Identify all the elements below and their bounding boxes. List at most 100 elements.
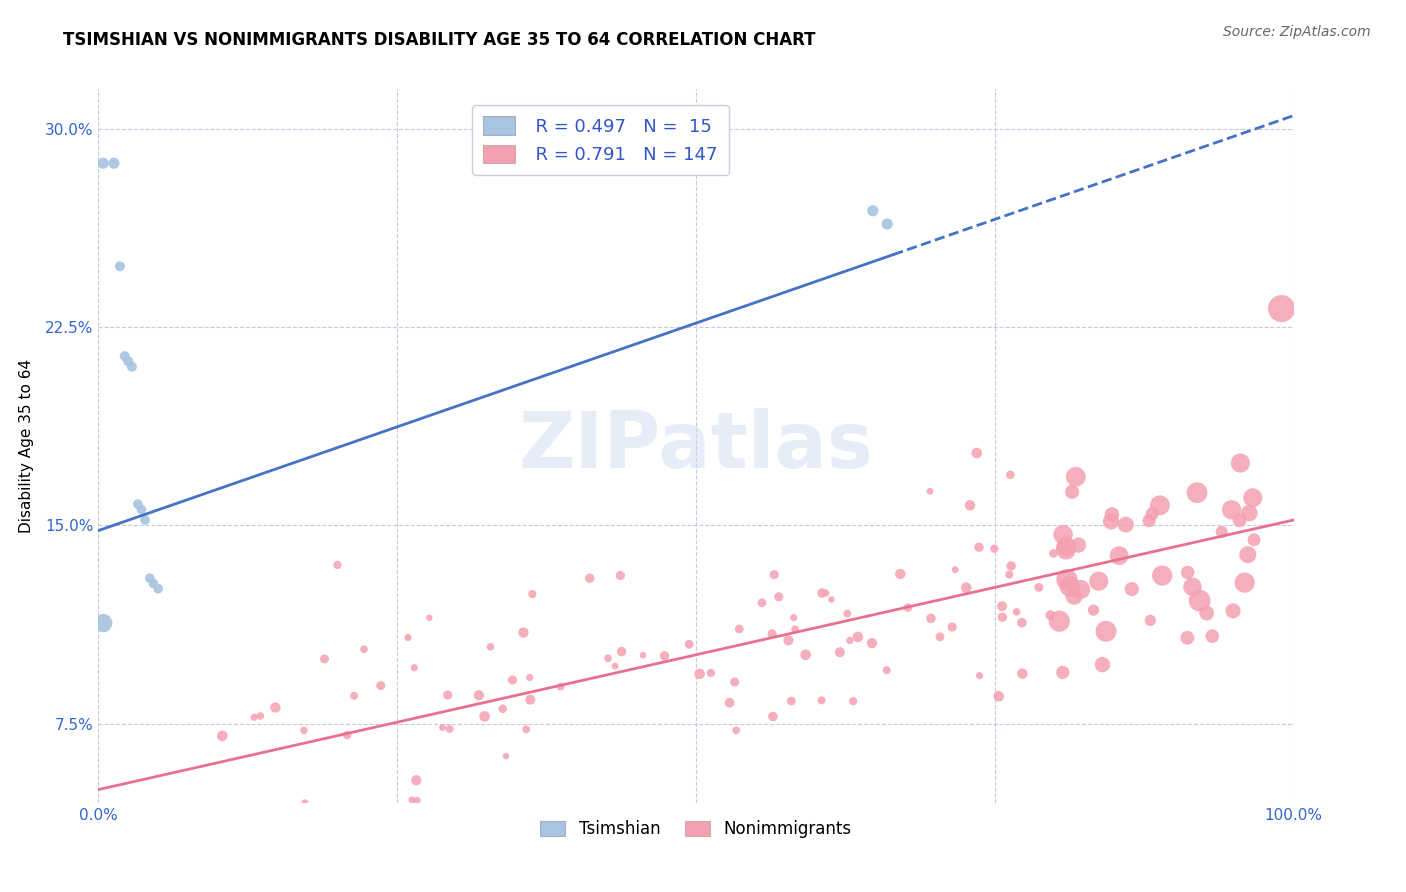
Point [846, 630, 869, 644]
Point [139, 571, 162, 585]
Point [768, 590, 790, 604]
Point [1115, 517, 1137, 532]
Point [648, 801, 672, 815]
Point [1011, 666, 1033, 681]
Point [326, 558, 349, 572]
Point [1220, 502, 1243, 516]
Point [780, 694, 803, 708]
Point [991, 610, 1014, 624]
Point [1121, 582, 1143, 596]
Point [1056, 573, 1078, 587]
Point [596, 651, 619, 665]
Point [519, 692, 541, 706]
Point [370, 679, 392, 693]
Point [314, 652, 336, 666]
Point [336, 728, 359, 742]
Point [1181, 580, 1204, 594]
Point [876, 217, 898, 231]
Point [142, 576, 165, 591]
Point [479, 640, 502, 654]
Text: ZIPatlas: ZIPatlas [519, 408, 873, 484]
Y-axis label: Disability Age 35 to 64: Disability Age 35 to 64 [18, 359, 34, 533]
Point [522, 587, 544, 601]
Point [470, 805, 492, 819]
Point [603, 659, 626, 673]
Point [1042, 546, 1064, 560]
Point [1060, 484, 1083, 499]
Point [127, 497, 149, 511]
Point [700, 665, 723, 680]
Point [1201, 629, 1223, 643]
Point [401, 793, 423, 807]
Point [751, 596, 773, 610]
Point [1233, 575, 1256, 590]
Point [550, 680, 572, 694]
Point [631, 648, 654, 663]
Point [1239, 506, 1261, 520]
Point [294, 796, 316, 810]
Point [519, 671, 541, 685]
Point [1095, 624, 1118, 639]
Point [1241, 491, 1264, 505]
Point [1137, 514, 1160, 528]
Point [811, 586, 834, 600]
Point [91, 616, 114, 631]
Point [718, 696, 741, 710]
Point [610, 644, 633, 658]
Point [1005, 605, 1028, 619]
Point [918, 484, 941, 499]
Point [1070, 582, 1092, 597]
Point [969, 668, 991, 682]
Point [1243, 533, 1265, 547]
Point [810, 693, 832, 707]
Point [609, 568, 631, 582]
Point [1139, 614, 1161, 628]
Point [512, 625, 534, 640]
Text: TSIMSHIAN VS NONIMMIGRANTS DISABILITY AGE 35 TO 64 CORRELATION CHART: TSIMSHIAN VS NONIMMIGRANTS DISABILITY AG… [63, 31, 815, 49]
Point [405, 773, 427, 788]
Point [842, 694, 865, 708]
Point [1229, 456, 1251, 470]
Point [406, 793, 429, 807]
Point [468, 688, 491, 702]
Point [1054, 540, 1077, 554]
Point [1054, 542, 1077, 557]
Point [782, 610, 804, 624]
Point [515, 723, 537, 737]
Point [1185, 485, 1208, 500]
Point [1108, 549, 1130, 563]
Point [201, 802, 224, 816]
Point [991, 599, 1014, 614]
Point [249, 709, 271, 723]
Point [1188, 593, 1211, 607]
Point [91, 156, 114, 170]
Point [121, 359, 143, 374]
Point [1175, 631, 1198, 645]
Point [654, 648, 676, 663]
Point [1237, 548, 1260, 562]
Point [920, 611, 942, 625]
Point [1067, 538, 1090, 552]
Point [495, 749, 517, 764]
Point [820, 592, 842, 607]
Point [837, 607, 859, 621]
Point [492, 702, 515, 716]
Point [328, 822, 350, 837]
Point [876, 663, 898, 677]
Point [1087, 574, 1109, 589]
Point [396, 631, 419, 645]
Point [264, 700, 287, 714]
Point [1000, 558, 1022, 573]
Point [1091, 657, 1114, 672]
Point [778, 633, 800, 648]
Point [1149, 498, 1171, 512]
Point [211, 729, 233, 743]
Point [1101, 508, 1123, 522]
Point [889, 566, 911, 581]
Point [1195, 606, 1218, 620]
Point [763, 567, 786, 582]
Point [762, 709, 785, 723]
Point [432, 721, 454, 735]
Point [103, 156, 125, 170]
Point [302, 817, 325, 831]
